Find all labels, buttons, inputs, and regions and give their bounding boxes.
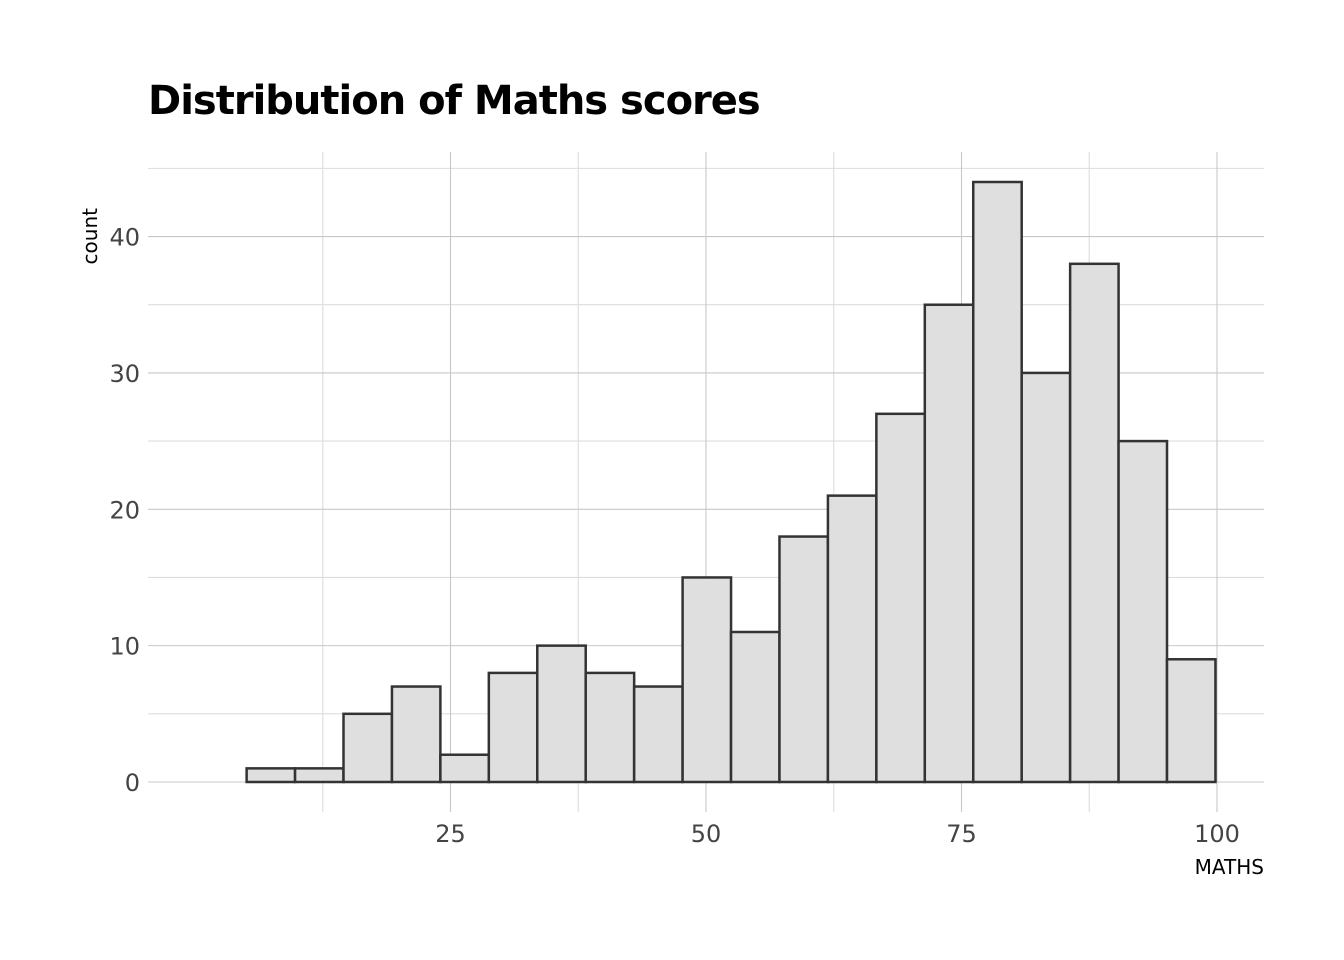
- bars: [245, 180, 1217, 784]
- histogram-bar: [390, 685, 442, 784]
- histogram-bar: [1165, 658, 1217, 784]
- histogram-bar: [584, 671, 636, 784]
- chart-title: Distribution of Maths scores: [148, 78, 760, 124]
- x-tick-label: 100: [1194, 820, 1240, 848]
- histogram-bar: [1068, 262, 1120, 784]
- histogram-bar: [1020, 371, 1072, 784]
- histogram-bar: [971, 180, 1023, 784]
- histogram-bar: [826, 494, 878, 784]
- x-tick-label: 75: [946, 820, 977, 848]
- y-tick-label: 0: [125, 769, 140, 797]
- histogram-bar: [1117, 439, 1169, 784]
- histogram-bar: [875, 412, 927, 784]
- histogram-bar: [342, 712, 394, 784]
- histogram-bar: [778, 535, 830, 784]
- y-tick-label: 10: [109, 633, 140, 661]
- histogram-bar: [632, 685, 684, 784]
- y-tick-labels: 0 10 20 30 40: [109, 224, 140, 797]
- y-axis-title: count: [78, 208, 102, 265]
- x-tick-labels: 25 50 75 100: [435, 820, 1240, 848]
- histogram-bar: [487, 671, 539, 784]
- histogram-bar: [923, 303, 975, 784]
- histogram-bar: [245, 767, 297, 784]
- y-tick-label: 30: [109, 360, 140, 388]
- y-tick-label: 40: [109, 224, 140, 252]
- x-tick-label: 50: [691, 820, 722, 848]
- histogram-bar: [536, 644, 587, 784]
- x-tick-label: 25: [435, 820, 466, 848]
- histogram-bar: [293, 767, 345, 784]
- y-tick-label: 20: [109, 496, 140, 524]
- histogram-bar: [681, 576, 733, 784]
- histogram-bar: [439, 753, 491, 784]
- x-axis-title: MATHS: [1195, 855, 1264, 879]
- histogram-bar: [729, 630, 781, 784]
